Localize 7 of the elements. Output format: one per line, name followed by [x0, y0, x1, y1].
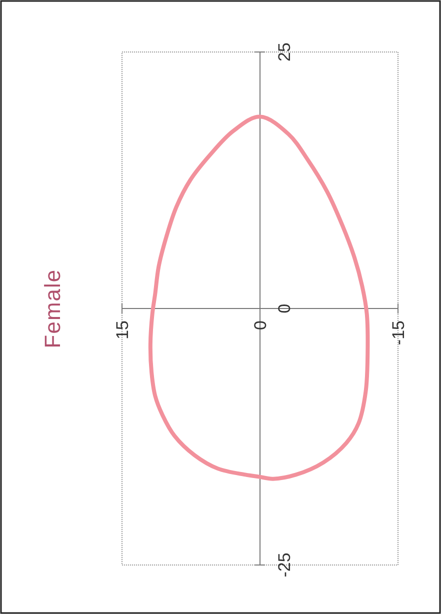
y-tick-label: -25 [275, 552, 294, 578]
y-tick-label: 25 [275, 42, 294, 62]
x-tick-label: 0 [251, 320, 270, 330]
x-tick-label: 15 [113, 320, 132, 340]
y-tick-label: 0 [275, 304, 294, 314]
text: Female [40, 268, 65, 348]
x-tick-label: -15 [389, 320, 408, 346]
